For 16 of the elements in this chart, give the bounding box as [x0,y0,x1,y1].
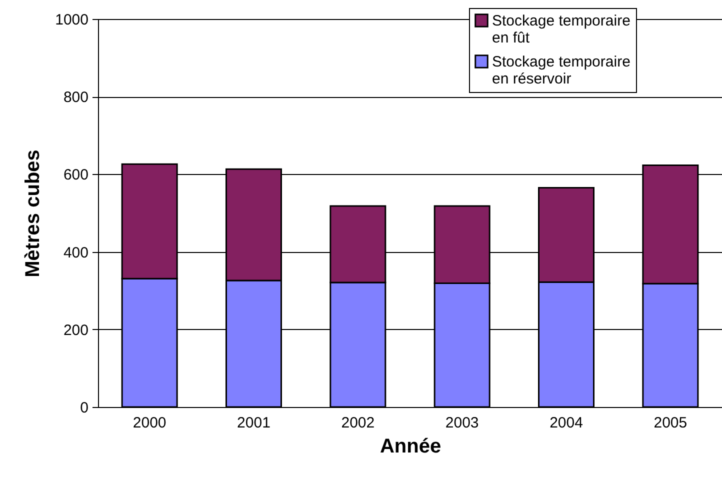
x-tick-label: 2000 [132,414,166,432]
y-tick-label: 800 [63,89,88,106]
x-axis-title: Année [380,436,442,458]
y-axis-title: Mètres cubes [22,150,44,278]
y-tick-label: 400 [63,244,88,262]
y-tick-label: 600 [63,166,88,184]
legend-label: Stockage temporaire en fût [492,12,630,46]
x-tick-label: 2005 [654,414,688,432]
x-tick-label: 2004 [550,414,583,432]
y-tick-label: 0 [80,400,88,416]
x-tick-label: 2001 [237,414,270,432]
y-tick-label: 200 [63,322,88,339]
y-tick-label: 1000 [55,12,88,28]
x-tick-label: 2002 [341,414,375,432]
legend-label: Stockage temporaire en réservoir [492,54,630,88]
x-tick-label: 2003 [445,414,479,432]
